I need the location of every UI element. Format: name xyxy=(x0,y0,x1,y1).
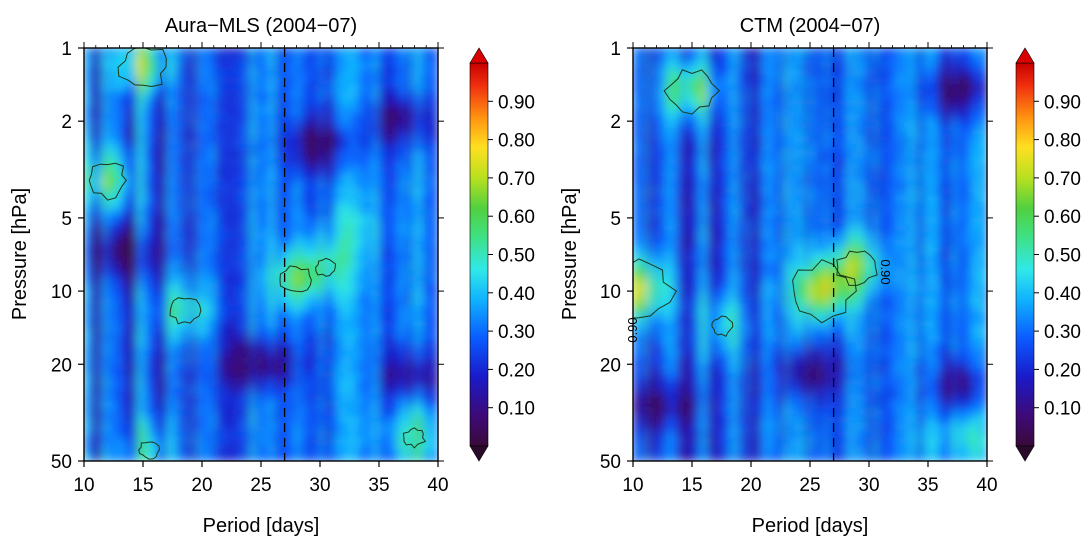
colorbar-tick-label: 0.90 xyxy=(498,92,535,113)
heatmap-field xyxy=(632,47,988,462)
y-tick-label: 2 xyxy=(61,112,72,133)
x-tick-label: 15 xyxy=(132,475,153,496)
colorbar-tick-label: 0.50 xyxy=(498,246,535,267)
x-tick-label: 40 xyxy=(427,475,448,496)
colorbar-tick-label: 0.70 xyxy=(498,169,535,190)
colorbar-tick-label: 0.10 xyxy=(498,399,535,420)
colorbar-tick-label: 0.60 xyxy=(498,207,535,228)
y-tick-label: 1 xyxy=(61,39,72,60)
colorbar-min-triangle xyxy=(470,446,488,461)
colorbar-tick-label: 0.40 xyxy=(498,284,535,305)
y-tick-label: 50 xyxy=(51,452,72,473)
x-tick-label: 25 xyxy=(250,475,271,496)
y-tick-label: 5 xyxy=(61,209,72,230)
y-tick-label: 10 xyxy=(51,282,72,303)
heatmap-field xyxy=(83,47,439,462)
x-tick-label: 35 xyxy=(368,475,389,496)
colorbar-tick-label: 0.30 xyxy=(498,322,535,343)
x-tick-label: 20 xyxy=(191,475,212,496)
colorbar-tick-label: 0.80 xyxy=(498,131,535,152)
y-tick-label: 20 xyxy=(51,355,72,376)
y-axis-label: Pressure [hPa] xyxy=(9,188,31,320)
x-tick-label: 10 xyxy=(73,475,94,496)
colorbar-ramp xyxy=(470,63,488,446)
panel-title: CTM (2004−07) xyxy=(740,15,881,37)
colorbar-tick-label: 0.20 xyxy=(498,360,535,381)
panel-title: Aura−MLS (2004−07) xyxy=(165,15,357,37)
colorbar-ticks: 0.10 0.20 0.30 0.40 0.50 0.60 0.70 0.80 0.90 xyxy=(488,92,535,419)
x-axis-label: Period [days] xyxy=(203,515,320,537)
x-tick-label: 30 xyxy=(309,475,330,496)
colorbar: 0.10 0.20 0.30 0.40 0.50 0.60 0.70 0.80 0.90 xyxy=(470,48,535,461)
colorbar-max-triangle xyxy=(470,48,488,63)
